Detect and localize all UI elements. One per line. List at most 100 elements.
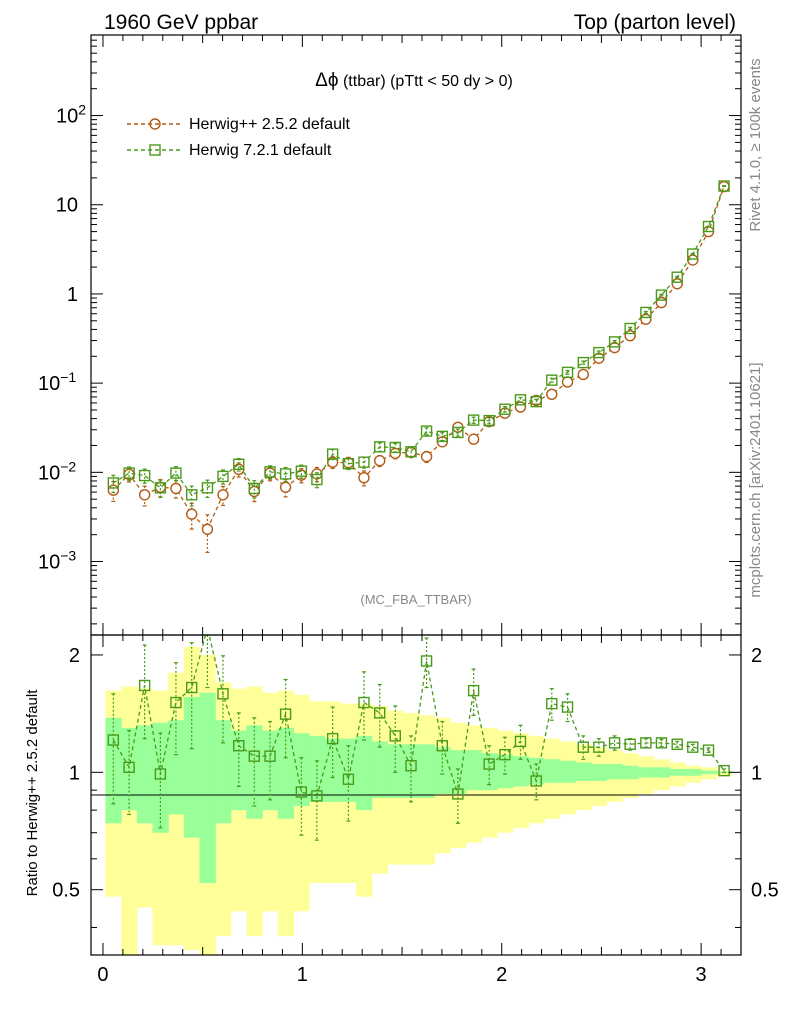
data-point [154, 482, 167, 494]
ratio-data-point [405, 759, 417, 772]
ratio-data-point [185, 681, 198, 694]
data-point [342, 457, 355, 470]
ratio-data-point [420, 655, 433, 667]
data-point [640, 313, 652, 325]
plot-title-text: (ttbar) (pTtt < 50 dy > 0) [343, 73, 513, 90]
ratio-data-point [123, 761, 135, 774]
ratio-data-point [702, 744, 715, 756]
green-band [684, 768, 702, 776]
ratio-data-point [107, 734, 120, 746]
x-tick-label: 2 [496, 964, 507, 986]
ratio-data-point [640, 737, 652, 749]
ratio-data-point [233, 740, 245, 752]
y-tick-label-base: 10 [38, 373, 60, 395]
ratio-data-point [374, 707, 386, 719]
data-point [546, 388, 558, 400]
data-point [608, 336, 621, 348]
ratio-series-line [112, 635, 725, 797]
ratio-data-point [718, 764, 730, 777]
data-point [577, 368, 589, 381]
ratio-data-point [546, 697, 558, 710]
ratio-data-point [499, 748, 511, 761]
green-band [418, 744, 435, 798]
y-tick-label: 10 [56, 195, 78, 217]
ratio-data-point [170, 696, 182, 709]
ratio-data-point [452, 788, 464, 800]
process-label: Top (parton level) [574, 11, 736, 34]
ratio-axis-ticks: 0.5 0.5 1 1 2 2 0 1 2 3 [52, 635, 779, 986]
yellow-band [716, 770, 733, 776]
data-point [311, 473, 323, 486]
data-point [170, 467, 182, 479]
legend-label-herwig-pp: Herwig++ 2.5.2 default [189, 116, 351, 133]
data-point [561, 376, 574, 388]
data-point [374, 441, 386, 453]
green-band [606, 764, 623, 780]
y-tick-label-exponent: −2 [60, 458, 76, 474]
series-line-1 [112, 185, 725, 496]
rivet-version-label: Rivet 4.1.0, ≥ 100k events [747, 58, 764, 231]
ratio-data-point [483, 758, 495, 770]
green-band [622, 765, 639, 780]
legend: Herwig++ 2.5.2 default Herwig 7.2.1 defa… [127, 116, 351, 159]
y-tick-label-base: 1 [67, 284, 78, 306]
series-line-0 [112, 186, 725, 531]
x-tick-label: 3 [696, 964, 707, 986]
green-band [168, 720, 185, 815]
data-point [264, 466, 276, 478]
data-point [107, 477, 120, 489]
ratio-data-point [624, 738, 636, 750]
ratio-uncertainty-bands [105, 646, 733, 955]
data-point [718, 180, 730, 192]
data-point [185, 508, 198, 520]
green-band [215, 720, 232, 824]
green-band [356, 735, 373, 811]
green-band [700, 770, 717, 775]
green-band [371, 741, 389, 798]
ratio-panel: 0.5 0.5 1 1 2 2 0 1 2 3 Ratio to Herwig++ 2.5.2 d… [24, 634, 779, 986]
green-band [465, 750, 482, 791]
data-point [107, 484, 120, 496]
data-point [483, 414, 495, 427]
data-point [546, 374, 558, 386]
main-series-layer [107, 180, 730, 554]
y-tick-label: 10−2 [38, 458, 76, 484]
ratio-data-point [561, 701, 574, 713]
data-point [420, 425, 433, 437]
data-point [530, 395, 542, 408]
data-point [593, 346, 605, 359]
ratio-data-point [467, 684, 480, 697]
green-band [559, 760, 576, 783]
green-band [136, 725, 154, 824]
data-point [577, 356, 589, 369]
data-point [358, 456, 370, 468]
data-point [295, 465, 308, 477]
ratio-data-point [217, 688, 229, 700]
data-point [279, 468, 292, 480]
ratio-data-point [655, 737, 668, 749]
green-band [543, 759, 561, 783]
data-point [467, 433, 480, 445]
ratio-y-tick-label-left: 0.5 [52, 880, 80, 902]
data-point [248, 482, 260, 495]
data-point [201, 482, 214, 494]
data-point [326, 448, 339, 460]
data-point [248, 485, 260, 498]
data-point [467, 414, 480, 426]
ratio-data-point [358, 696, 370, 709]
green-band [653, 767, 670, 778]
y-tick-label-base: 10 [56, 106, 78, 128]
green-band [497, 754, 514, 789]
data-point [452, 426, 464, 439]
data-point [624, 322, 636, 335]
ratio-series-layer [107, 634, 730, 841]
y-tick-label: 1 [67, 284, 78, 306]
ratio-y-tick-label-left: 1 [69, 762, 80, 784]
green-band [277, 727, 294, 819]
data-point [499, 403, 511, 415]
y-tick-label-exponent: 2 [78, 102, 86, 118]
legend-marker-herwig-pp [149, 118, 161, 130]
green-band [590, 764, 608, 782]
ratio-data-point [248, 750, 260, 762]
